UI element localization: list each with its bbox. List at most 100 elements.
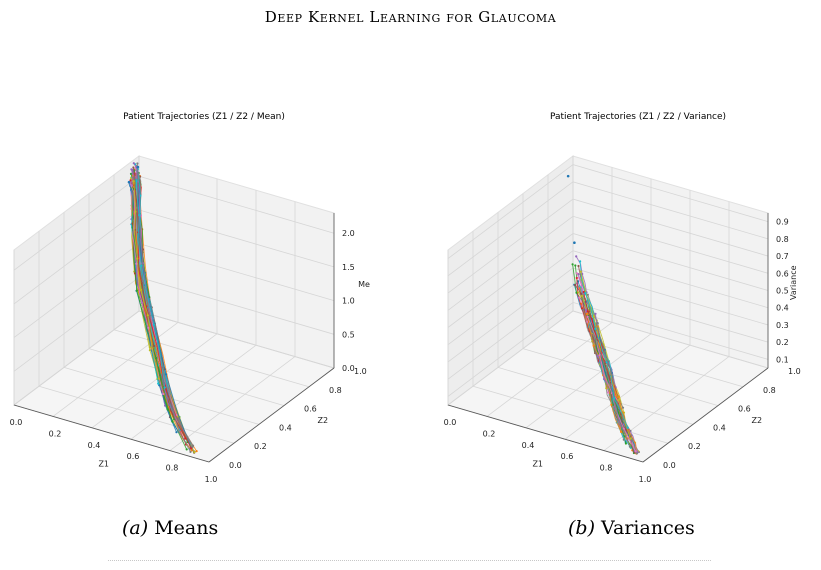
z-axis-label: Variance <box>789 265 798 300</box>
trajectory-point <box>185 448 188 451</box>
trajectory-point <box>152 323 155 326</box>
x-tick-label: 1.0 <box>639 475 652 484</box>
trajectory-point <box>586 315 589 318</box>
y-tick-label: 0.4 <box>713 423 726 432</box>
trajectory-point <box>581 294 584 297</box>
running-title: Deep Kernel Learning for Glaucoma <box>264 8 557 26</box>
caption-text-cut <box>108 560 711 562</box>
grid-line <box>522 348 719 406</box>
trajectory-point <box>594 327 597 330</box>
trajectory-point <box>629 437 632 440</box>
trajectory-point <box>157 382 160 385</box>
z-tick-label: 0.3 <box>776 321 789 330</box>
trajectory-point <box>140 264 143 267</box>
trajectory-point <box>571 263 574 266</box>
y-tick-label: 0.8 <box>763 386 776 395</box>
outlier-point <box>127 180 131 184</box>
outlier-point <box>566 174 570 178</box>
x-tick-label: 0.2 <box>49 429 62 438</box>
trajectory-point <box>622 427 625 430</box>
trajectory-point <box>602 377 606 381</box>
trajectory-point <box>162 392 165 396</box>
z-tick-label: 0.8 <box>776 235 789 244</box>
x-tick-label: 0.4 <box>522 441 535 450</box>
z-tick-label: 0.5 <box>342 330 355 339</box>
y-tick-label: 0.0 <box>663 461 676 470</box>
trajectory-point <box>191 445 194 448</box>
trajectory-point <box>586 293 589 296</box>
trajectory-point <box>157 377 160 380</box>
y-axis-label: Z2 <box>318 416 329 425</box>
z-tick-label: 1.0 <box>342 297 355 306</box>
z-tick-label: 0.2 <box>776 338 789 347</box>
x-tick-label: 0.0 <box>444 418 457 427</box>
y-tick-label: 0.6 <box>738 405 751 414</box>
x-tick-label: 0.6 <box>561 452 574 461</box>
grid-line <box>447 215 769 311</box>
x-axis-line <box>447 404 644 463</box>
trajectory-point <box>163 386 166 389</box>
trajectory-point <box>134 210 137 213</box>
trajectory-point <box>148 346 151 349</box>
grid-line <box>447 301 769 397</box>
trajectory-point <box>620 430 623 433</box>
y-tick-label: 0.6 <box>304 405 317 414</box>
y-tick-label: 0.4 <box>279 423 292 432</box>
y-tick-label: 1.0 <box>788 367 801 376</box>
y-axis-line <box>208 367 335 463</box>
trajectory-point <box>147 326 150 329</box>
trajectory-point <box>584 292 587 295</box>
trajectory-point <box>585 312 588 315</box>
trajectory-point <box>578 296 581 299</box>
trajectory-point <box>132 162 135 165</box>
caption-variances: (b) Variances <box>568 517 695 539</box>
trajectory-point <box>136 162 139 165</box>
trajectory-point <box>158 384 161 387</box>
trajectory-point <box>628 445 631 448</box>
x-tick-label: 0.8 <box>600 464 613 473</box>
trajectory-point <box>148 349 151 352</box>
z-tick-label: 0.9 <box>776 218 789 227</box>
z-tick-label: 0.7 <box>776 252 789 261</box>
trajectory-point <box>605 361 608 364</box>
trajectory-point <box>588 324 591 327</box>
trajectory-point <box>605 387 608 390</box>
grid-line <box>13 310 335 406</box>
caption-label: (a) <box>122 517 149 539</box>
z-tick-label: 1.5 <box>342 263 355 272</box>
trajectory-point <box>617 395 620 398</box>
y-tick-label: 0.2 <box>688 442 701 451</box>
x-tick-label: 0.4 <box>88 441 101 450</box>
x-tick-label: 0.0 <box>10 418 23 427</box>
trajectory-point <box>635 452 638 455</box>
trajectory-point <box>624 442 627 445</box>
x-tick-label: 0.6 <box>127 452 140 461</box>
grid-line <box>88 348 285 406</box>
trajectory-point <box>575 272 578 275</box>
plot-title: Patient Trajectories (Z1 / Z2 / Mean) <box>123 112 285 122</box>
x-axis-label: Z1 <box>532 460 543 469</box>
trajectory-point <box>607 391 610 394</box>
grid-line <box>547 329 744 388</box>
trajectory-point <box>626 426 629 429</box>
grid-line <box>472 385 669 444</box>
trajectory-point <box>135 262 138 265</box>
trajectory-point <box>610 403 613 406</box>
trajectory-point <box>152 344 156 348</box>
grid-line <box>38 385 235 444</box>
figure-panel-means: Patient Trajectories (Z1 / Z2 / Mean) 0.0… <box>4 100 404 495</box>
y-tick-label: 0.8 <box>329 386 342 395</box>
trajectory-point <box>155 357 158 360</box>
trajectory-point <box>600 354 603 357</box>
trajectory-point <box>621 406 625 409</box>
trajectory-point <box>596 354 599 358</box>
trajectory-point <box>592 344 595 347</box>
caption-label: (b) <box>568 517 595 539</box>
caption-text: Means <box>154 517 219 539</box>
z-axis-label: Me <box>358 280 370 289</box>
trajectory-point <box>574 264 577 267</box>
trajectory-point <box>586 310 589 313</box>
trajectory-point <box>171 420 174 423</box>
y-axis-line <box>642 367 769 463</box>
y-axis-label: Z2 <box>752 416 763 425</box>
